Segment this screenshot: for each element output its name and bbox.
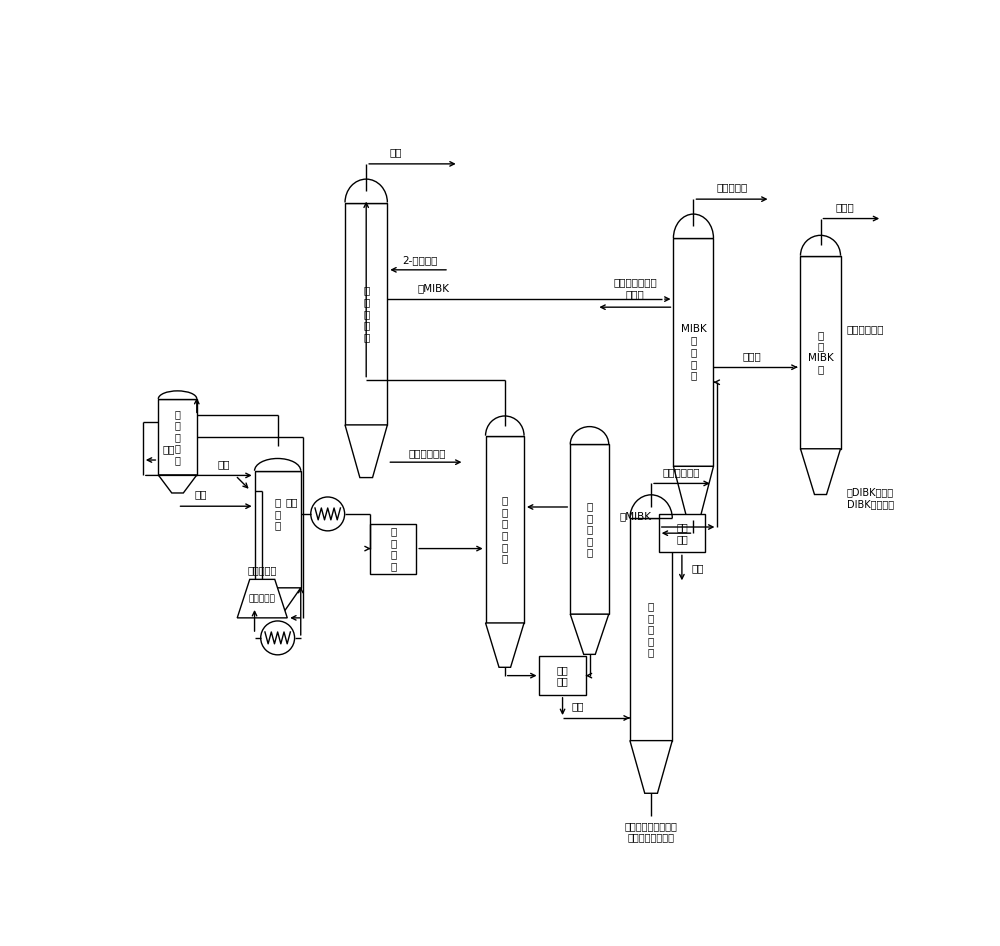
Polygon shape bbox=[486, 623, 524, 667]
Bar bbox=[486, 436, 524, 623]
Bar bbox=[800, 255, 841, 448]
Polygon shape bbox=[570, 614, 609, 655]
Text: 2-甲基戊烷: 2-甲基戊烷 bbox=[402, 255, 437, 266]
Text: 甲基异丁基酮: 甲基异丁基酮 bbox=[847, 324, 884, 334]
Text: 氢气: 氢气 bbox=[217, 459, 230, 469]
Bar bbox=[370, 523, 416, 573]
Text: 重组分: 重组分 bbox=[743, 352, 761, 361]
Text: 轻组分: 轻组分 bbox=[836, 202, 855, 212]
Bar bbox=[485, 394, 525, 436]
Polygon shape bbox=[255, 587, 301, 611]
Text: 粗MIBK: 粗MIBK bbox=[418, 283, 450, 293]
Bar bbox=[659, 514, 705, 552]
Text: 丙酮: 丙酮 bbox=[194, 490, 207, 499]
Text: 轻油: 轻油 bbox=[389, 148, 402, 157]
Text: 反
应
器: 反 应 器 bbox=[275, 498, 281, 531]
Text: 成
品
MIBK
塔: 成 品 MIBK 塔 bbox=[808, 330, 833, 375]
Text: 丙
酮
脱
水
塔: 丙 酮 脱 水 塔 bbox=[648, 602, 654, 657]
Bar bbox=[539, 657, 586, 695]
Text: 水相: 水相 bbox=[691, 563, 704, 573]
Polygon shape bbox=[673, 466, 713, 520]
Text: 水
雾
捕
集
器: 水 雾 捕 集 器 bbox=[175, 409, 180, 465]
Text: MIBK
轻
组
分
塔: MIBK 轻 组 分 塔 bbox=[681, 324, 706, 380]
Text: 水相: 水相 bbox=[572, 701, 584, 711]
Text: 氢气压缩机: 氢气压缩机 bbox=[249, 594, 276, 604]
Text: 丙
酮
回
收
塔: 丙 酮 回 收 塔 bbox=[586, 501, 593, 557]
Polygon shape bbox=[345, 425, 387, 478]
Text: 至丙酮脱水塔: 至丙酮脱水塔 bbox=[409, 448, 446, 458]
Text: 氢气: 氢气 bbox=[285, 498, 298, 507]
Text: 富MIBK: 富MIBK bbox=[620, 511, 652, 521]
Bar bbox=[629, 470, 673, 518]
Bar bbox=[254, 445, 302, 471]
Polygon shape bbox=[630, 741, 672, 794]
Bar bbox=[158, 381, 198, 399]
Circle shape bbox=[311, 497, 345, 531]
Text: 丙
酮
轻
组
分
塔: 丙 酮 轻 组 分 塔 bbox=[502, 496, 508, 563]
Text: 至丙酮回收塔: 至丙酮回收塔 bbox=[663, 467, 700, 478]
Circle shape bbox=[261, 621, 295, 655]
Polygon shape bbox=[800, 448, 841, 495]
Bar bbox=[630, 518, 672, 741]
Bar bbox=[800, 214, 841, 255]
Polygon shape bbox=[158, 475, 197, 493]
Bar bbox=[673, 188, 714, 238]
Text: 水份: 水份 bbox=[162, 445, 175, 454]
Bar bbox=[255, 471, 301, 587]
Bar bbox=[158, 399, 197, 475]
Text: 相分
离器: 相分 离器 bbox=[676, 522, 688, 544]
Bar bbox=[344, 154, 388, 202]
Bar bbox=[345, 202, 387, 425]
Text: 富DIBK溶液至
DIBK轻组分塔: 富DIBK溶液至 DIBK轻组分塔 bbox=[847, 487, 894, 509]
Text: 丙
酮
抽
提
塔: 丙 酮 抽 提 塔 bbox=[363, 286, 369, 342]
Text: 丙酮循环至反应
器利用: 丙酮循环至反应 器利用 bbox=[613, 277, 657, 299]
Text: 溶液进入丙酮抽提塔
残留物进入废水管: 溶液进入丙酮抽提塔 残留物进入废水管 bbox=[625, 821, 678, 843]
Polygon shape bbox=[237, 579, 287, 618]
Text: 加
碱
系
统: 加 碱 系 统 bbox=[390, 526, 396, 571]
Bar bbox=[673, 238, 713, 466]
Text: 水和异丙醇: 水和异丙醇 bbox=[717, 183, 748, 193]
Bar bbox=[570, 445, 609, 614]
Text: 氢气压缩机: 氢气压缩机 bbox=[248, 565, 277, 575]
Bar bbox=[569, 407, 610, 445]
Text: 相分
离器: 相分 离器 bbox=[557, 665, 568, 687]
